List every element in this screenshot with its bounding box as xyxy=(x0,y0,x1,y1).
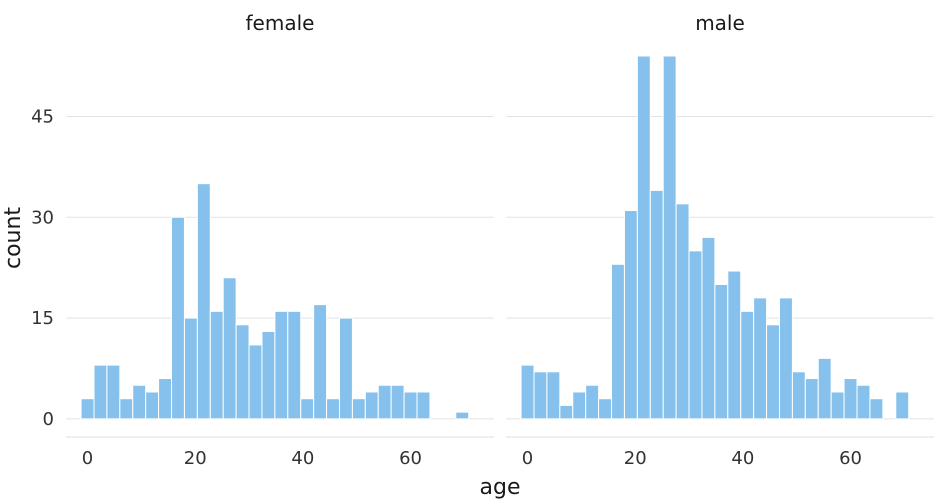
histogram-bar xyxy=(377,384,392,420)
histogram-bar xyxy=(778,297,793,420)
histogram-bar xyxy=(727,270,742,420)
histogram-bar xyxy=(533,371,548,420)
histogram-bar xyxy=(248,344,263,420)
histogram-bar xyxy=(93,364,108,420)
histogram-bar xyxy=(196,183,211,420)
histogram-bar xyxy=(300,398,315,420)
x-tick-label: 60 xyxy=(839,448,862,469)
histogram-bar xyxy=(766,324,780,420)
histogram-bar xyxy=(416,391,431,420)
histogram-bar xyxy=(209,310,224,420)
x-tick-label: 40 xyxy=(291,448,314,469)
histogram-bar xyxy=(572,391,587,420)
x-tick-label: 20 xyxy=(624,448,647,469)
histogram-bar xyxy=(520,364,535,420)
histogram-bar xyxy=(132,384,147,420)
histogram-bar xyxy=(222,277,237,420)
histogram-bar xyxy=(701,236,716,420)
histogram-bar xyxy=(559,404,574,420)
x-axis-title: age xyxy=(480,475,521,500)
histogram-bar xyxy=(585,384,600,420)
histogram-bar xyxy=(830,391,845,420)
histogram-bar xyxy=(817,357,832,420)
histogram-bar xyxy=(145,391,160,420)
histogram-bar xyxy=(753,297,768,420)
histogram-bar xyxy=(675,203,690,420)
histogram-bar xyxy=(804,378,819,420)
histogram-bar xyxy=(895,391,910,420)
histogram-bar xyxy=(649,189,664,420)
histogram-bar xyxy=(843,378,858,420)
histogram-bar xyxy=(455,411,470,420)
facet-label-female: female xyxy=(246,11,315,35)
histogram-bar xyxy=(171,216,185,420)
histogram-bar xyxy=(714,283,729,420)
facet-panel-male: male 0 20 40 60 xyxy=(506,11,934,469)
x-tick-label: 40 xyxy=(731,448,754,469)
histogram-bar xyxy=(598,398,613,420)
y-axis-title: count xyxy=(1,207,26,269)
histogram-bar xyxy=(390,384,405,420)
facet-panel-female: female 0 20 40 60 xyxy=(66,11,494,469)
histogram-bar xyxy=(338,317,353,420)
histogram-bar xyxy=(119,398,134,420)
histogram-bar xyxy=(326,398,340,420)
histogram-bar xyxy=(856,384,871,420)
histogram-bar xyxy=(351,398,366,420)
y-tick-label: 0 xyxy=(43,409,54,430)
histogram-bar xyxy=(403,391,418,420)
histogram-bar xyxy=(80,398,95,420)
histogram-bar xyxy=(662,55,677,420)
histogram-bar xyxy=(791,371,806,420)
x-tick-label: 20 xyxy=(184,448,207,469)
histogram-bar xyxy=(106,364,121,420)
histogram-bar xyxy=(740,310,755,420)
histogram-bar xyxy=(287,310,302,420)
histogram-bar xyxy=(611,263,625,420)
x-tick-label: 0 xyxy=(522,448,533,469)
histogram-bar xyxy=(636,55,651,420)
histogram-bar xyxy=(274,310,289,420)
y-tick-label: 45 xyxy=(31,106,54,127)
histogram-bar xyxy=(364,391,379,420)
histogram-bar xyxy=(235,324,250,420)
histogram-bar xyxy=(261,331,276,420)
histogram-bar xyxy=(183,317,198,420)
histogram-bar xyxy=(546,371,561,420)
y-tick-label: 15 xyxy=(31,308,54,329)
y-tick-label: 30 xyxy=(31,207,54,228)
histogram-bar xyxy=(688,250,703,420)
histogram-bar xyxy=(869,398,884,420)
facet-label-male: male xyxy=(695,11,745,35)
histogram-bar xyxy=(158,378,173,420)
histogram-bar xyxy=(313,304,328,420)
x-tick-label: 60 xyxy=(399,448,422,469)
histogram-bar xyxy=(623,210,638,420)
x-tick-label: 0 xyxy=(82,448,93,469)
